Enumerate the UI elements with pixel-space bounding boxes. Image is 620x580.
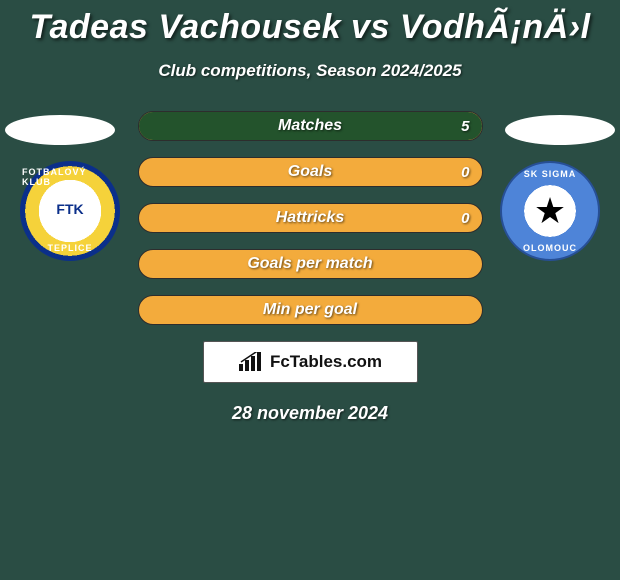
stat-bars: Matches 5 Goals 0 Hattricks 0 Goals per match M… xyxy=(138,111,483,325)
subtitle: Club competitions, Season 2024/2025 xyxy=(0,61,620,81)
crest-right-top-text: SK SIGMA xyxy=(524,169,577,179)
club-crest-left: FOTBALOVÝ KLUB FTK TEPLICE xyxy=(20,161,120,261)
stat-value-right: 5 xyxy=(461,118,469,135)
stat-bar-matches: Matches 5 xyxy=(138,111,483,141)
crest-left-center-text: FTK xyxy=(56,201,83,217)
player-right-avatar xyxy=(505,115,615,145)
player-left-avatar xyxy=(5,115,115,145)
stat-label: Hattricks xyxy=(276,209,344,227)
stat-bar-hattricks: Hattricks 0 xyxy=(138,203,483,233)
stat-label: Matches xyxy=(278,117,342,135)
club-crest-right: SK SIGMA ★ OLOMOUC xyxy=(500,161,600,261)
stat-bar-goals: Goals 0 xyxy=(138,157,483,187)
date-label: 28 november 2024 xyxy=(0,403,620,424)
stat-bar-gpm: Goals per match xyxy=(138,249,483,279)
stat-label: Min per goal xyxy=(263,301,357,319)
brand-text: FcTables.com xyxy=(270,352,382,372)
crest-left-bottom-text: TEPLICE xyxy=(47,243,92,253)
stat-value-right: 0 xyxy=(461,210,469,227)
comparison-stage: FOTBALOVÝ KLUB FTK TEPLICE SK SIGMA ★ OL… xyxy=(0,111,620,325)
page-title: Tadeas Vachousek vs VodhÃ¡nÄ›l xyxy=(0,0,620,47)
stat-label: Goals per match xyxy=(247,255,372,273)
crest-left-top-text: FOTBALOVÝ KLUB xyxy=(22,167,118,187)
star-icon: ★ xyxy=(534,193,566,229)
stat-label: Goals xyxy=(288,163,332,181)
stat-value-right: 0 xyxy=(461,164,469,181)
stat-bar-mpg: Min per goal xyxy=(138,295,483,325)
chart-icon xyxy=(238,352,264,372)
brand-badge: FcTables.com xyxy=(203,341,418,383)
crest-right-bottom-text: OLOMOUC xyxy=(523,243,577,253)
